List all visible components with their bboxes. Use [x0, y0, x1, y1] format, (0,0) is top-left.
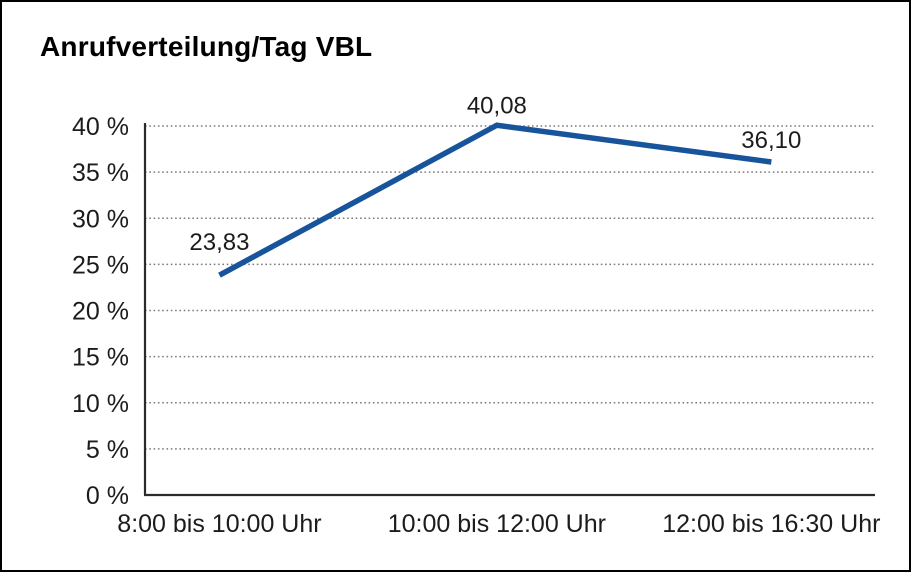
y-axis-tick-label: 40 %	[72, 113, 129, 141]
y-axis-tick-label: 30 %	[72, 205, 129, 233]
data-point-label: 36,10	[741, 127, 801, 154]
chart-title: Anrufverteilung/Tag VBL	[40, 31, 373, 62]
y-axis-tick-label: 35 %	[72, 159, 129, 187]
y-axis-tick-label: 20 %	[72, 298, 129, 326]
y-axis-tick-label: 0 %	[86, 482, 129, 510]
x-axis-category-label: 10:00 bis 12:00 Uhr	[388, 510, 606, 538]
y-axis-tick-label: 25 %	[72, 251, 129, 279]
data-series-line	[218, 122, 772, 278]
y-axis-tick-label: 15 %	[72, 344, 129, 372]
y-axis-tick-label: 10 %	[72, 390, 129, 418]
data-point-label: 40,08	[467, 92, 527, 119]
x-axis-category-label: 12:00 bis 16:30 Uhr	[662, 510, 880, 538]
x-axis-category-label: 8:00 bis 10:00 Uhr	[117, 510, 321, 538]
data-point-label: 23,83	[189, 229, 249, 256]
y-axis-tick-label: 5 %	[86, 436, 129, 464]
